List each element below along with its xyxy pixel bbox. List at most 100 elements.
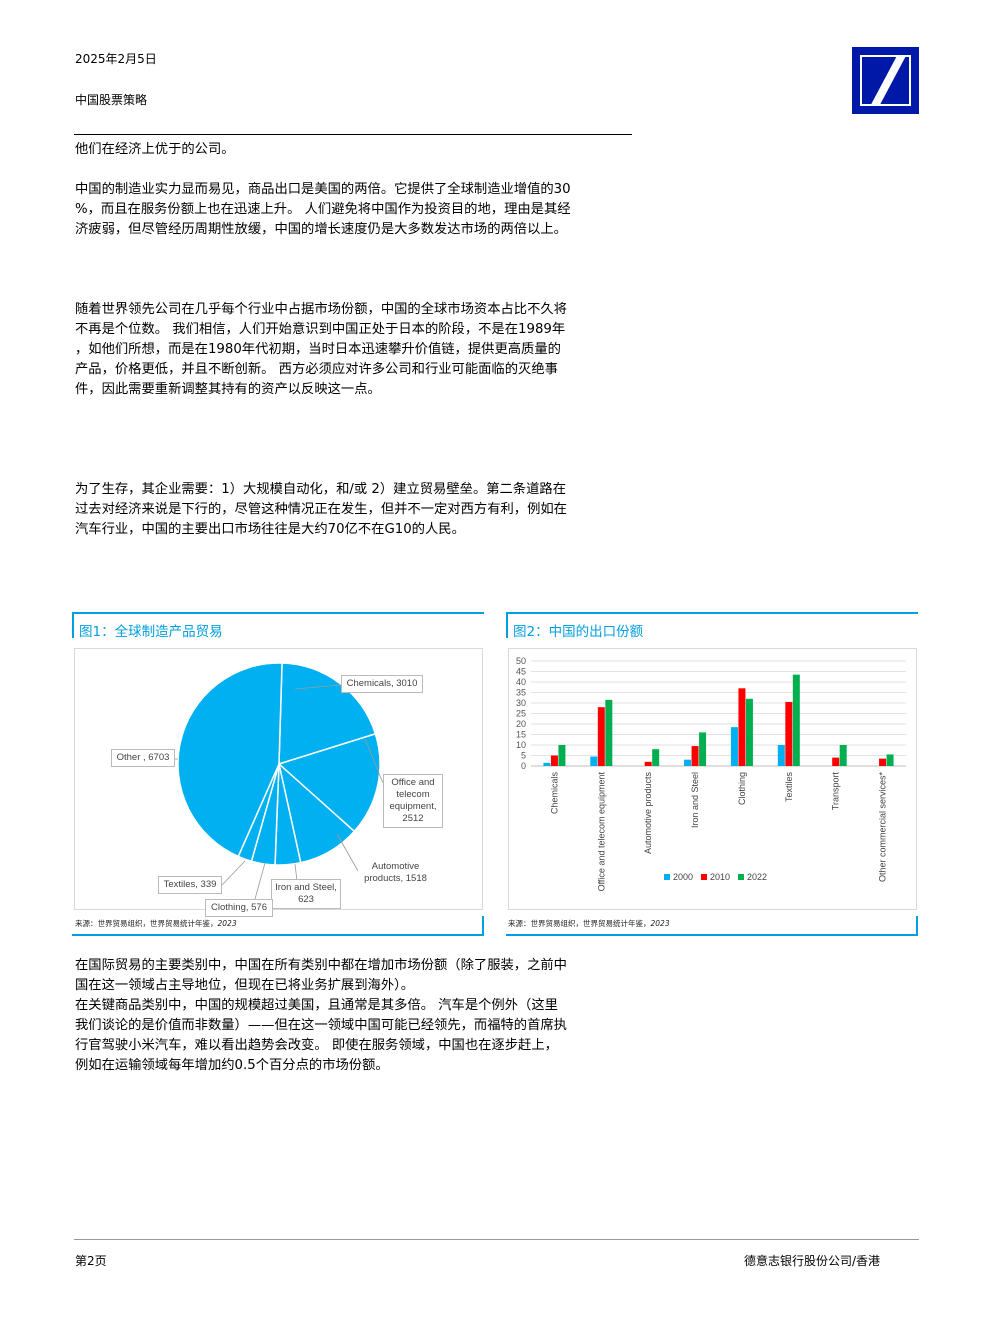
paragraph-2-line: 济疲弱，但尽管经历周期性放缓，中国的增长速度仍是大多数发达市场的两倍以上。: [75, 222, 567, 237]
pie-leader-line: [254, 862, 266, 900]
figure-1-title: 图1：全球制造产品贸易: [79, 624, 223, 640]
y-tick-label: 15: [516, 730, 526, 740]
figure-1-source-text: 来源：世界贸易组织，世界贸易统计年鉴，: [75, 919, 218, 928]
bar-2010: [550, 755, 558, 766]
y-tick-label: 25: [516, 709, 526, 719]
paragraph-1: 他们在经济上优于的公司。: [75, 140, 635, 160]
paragraph-4-line: 过去对经济来说是下行的，尽管这种情况正在发生，但并不一定对西方有利，例如在: [75, 502, 567, 517]
legend-swatch: [738, 874, 744, 880]
bar-2010: [644, 761, 652, 766]
figure-2-chart-area: 0 5 10 15 20 25 30 35 40 45 50 Chemicals Office and …: [508, 648, 917, 910]
paragraph-4-line: 为了生存，其企业需要：1）大规模自动化，和/或 2）建立贸易壁垒。第二条道路在: [75, 482, 567, 497]
header-rule: [74, 134, 632, 135]
legend-swatch: [664, 874, 670, 880]
paragraph-1-text: 他们在经济上优于的公司。: [75, 142, 235, 157]
bar-2010: [879, 758, 887, 766]
paragraph-3-line: 件，因此需要重新调整其持有的资产以反映这一点。: [75, 382, 381, 397]
x-category-label: Textiles: [784, 772, 794, 803]
y-tick-label: 20: [516, 719, 526, 729]
figure-1-source-year: 2023: [217, 919, 237, 928]
paragraph-2-line: 中国的制造业实力显而易见，商品出口是美国的两倍。它提供了全球制造业增值的30: [75, 182, 571, 197]
bar-2010: [597, 707, 605, 766]
pie-label-office-telecom: Office and telecom equipment, 2512: [383, 774, 443, 828]
y-tick-label: 10: [516, 740, 526, 750]
pie-chart: [175, 662, 384, 900]
figure-1-source: 来源：世界贸易组织，世界贸易统计年鉴，2023: [75, 918, 237, 929]
pie-slice: [177, 662, 283, 858]
bar-2010: [691, 746, 699, 766]
bar-2022: [605, 699, 613, 766]
figure-2-bottom-rule: [506, 934, 918, 936]
paragraph-2-line: %，而且在服务份额上也在迅速上升。 人们避免将中国作为投资目的地，理由是其经: [75, 202, 571, 217]
pie-label-iron-steel: Iron and Steel, 623: [271, 879, 341, 909]
x-category-label: Iron and Steel: [690, 772, 700, 828]
paragraph-3-line: 随着世界领先公司在几乎每个行业中占据市场份额，中国的全球市场资本占比不久将: [75, 302, 567, 317]
figure-2-title: 图2：中国的出口份额: [513, 624, 644, 640]
x-category-label: Other commercial services*: [878, 772, 888, 883]
paragraph-5-line: 国在这一领域占主导地位，但现在已将业务扩展到海外）。: [75, 978, 415, 993]
report-date: 2025年2月5日: [75, 52, 157, 66]
bar-2000: [777, 745, 785, 766]
legend-label: 2000: [673, 872, 693, 882]
paragraph-3-line: ，如他们所想，而是在1980年代初期，当时日本迅速攀升价值链，提供更高质量的: [75, 342, 561, 357]
pie-label-chemicals: Chemicals, 3010: [341, 675, 423, 693]
x-category-label: Clothing: [737, 772, 747, 805]
figure-2: 图2：中国的出口份额: [506, 612, 918, 640]
bar-2022: [558, 745, 566, 766]
bar-2010: [738, 688, 746, 766]
paragraph-3-line: 产品，价格更低，并且不断创新。 西方必须应对许多公司和行业可能面临的灭绝事: [75, 362, 558, 377]
y-tick-label: 5: [521, 751, 526, 761]
pie-label-automotive: Automotive products, 1518: [358, 858, 433, 888]
bar-2022: [652, 749, 660, 766]
paragraph-3-line: 不再是个位数。 我们相信，人们开始意识到中国正处于日本的阶段，不是在1989年: [75, 322, 566, 337]
pie-leader-line: [294, 863, 298, 882]
page-number: 第2页: [75, 1254, 107, 1268]
pie-leader-line: [336, 833, 359, 872]
paragraph-4: 为了生存，其企业需要：1）大规模自动化，和/或 2）建立贸易壁垒。第二条道路在 …: [75, 480, 635, 540]
pie-label-clothing: Clothing, 576: [205, 899, 273, 917]
paragraph-2: 中国的制造业实力显而易见，商品出口是美国的两倍。它提供了全球制造业增值的30 %…: [75, 180, 635, 240]
paragraph-5-line: 我们谈论的是价值而非数量）——但在这一领域中国可能已经领先，而福特的首席执: [75, 1018, 567, 1033]
legend-label: 2010: [710, 872, 730, 882]
pie-label-textiles: Textiles, 339: [158, 876, 222, 894]
bar-2010: [785, 701, 793, 766]
bar-2022: [839, 745, 847, 766]
figure-2-source: 来源：世界贸易组织，世界贸易统计年鉴，2023: [508, 918, 670, 929]
footer-company: 德意志银行股份公司/香港: [743, 1254, 880, 1268]
y-tick-label: 0: [521, 761, 526, 771]
legend-label: 2022: [747, 872, 767, 882]
paragraph-5-line: 行官驾驶小米汽车，难以看出趋势会改变。 即使在服务领域，中国也在逐步赶上，: [75, 1038, 558, 1053]
paragraph-5: 在国际贸易的主要类别中，中国在所有类别中都在增加市场份额（除了服装，之前中 国在…: [75, 956, 635, 1076]
bar-2000: [543, 762, 551, 766]
x-category-label: Automotive products: [643, 772, 653, 855]
x-category-label: Chemicals: [549, 772, 559, 815]
bar-2000: [684, 759, 692, 766]
paragraph-5-line: 在国际贸易的主要类别中，中国在所有类别中都在增加市场份额（除了服装，之前中: [75, 958, 567, 973]
y-tick-label: 45: [516, 667, 526, 677]
bar-2022: [745, 698, 753, 766]
pie-slice: [277, 732, 381, 833]
bar-2022: [699, 732, 707, 766]
paragraph-3: 随着世界领先公司在几乎每个行业中占据市场份额，中国的全球市场资本占比不久将 不再…: [75, 300, 635, 400]
figure-1: 图1：全球制造产品贸易: [72, 612, 484, 640]
figure-1-bottom-rule: [72, 934, 484, 936]
pie-leader-line: [221, 860, 246, 886]
x-category-label: Transport: [831, 772, 841, 811]
y-tick-label: 40: [516, 677, 526, 687]
pie-leader-line: [294, 684, 343, 690]
y-tick-label: 30: [516, 698, 526, 708]
legend-swatch: [701, 874, 707, 880]
figure-2-rule: [506, 612, 918, 614]
figure-1-chart-area: Chemicals, 3010 Office and telecom equip…: [74, 648, 483, 917]
bar-2022: [886, 754, 894, 766]
x-category-label: Office and telecom equipment: [596, 772, 606, 892]
deutsche-bank-logo: [852, 47, 919, 114]
figure-2-source-year: 2023: [650, 919, 670, 928]
bar-2022: [792, 674, 800, 766]
bar-2010: [832, 757, 840, 766]
pie-leader-line: [364, 738, 384, 784]
footer-rule: [74, 1239, 919, 1240]
bar-2000: [730, 727, 738, 766]
paragraph-5-line: 例如在运输领域每年增加约0.5个百分点的市场份额。: [75, 1058, 389, 1073]
